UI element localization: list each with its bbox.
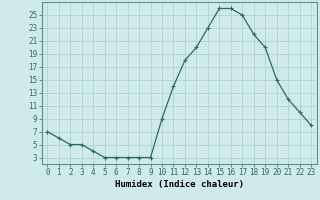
X-axis label: Humidex (Indice chaleur): Humidex (Indice chaleur) bbox=[115, 180, 244, 189]
